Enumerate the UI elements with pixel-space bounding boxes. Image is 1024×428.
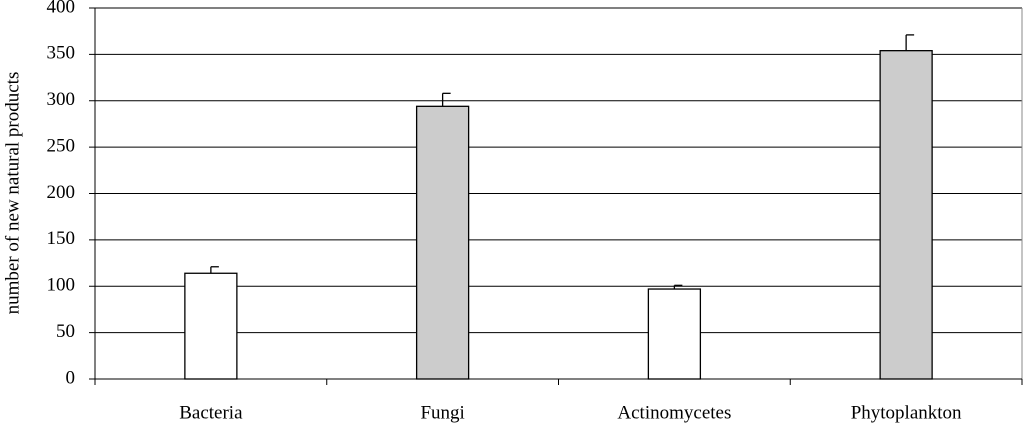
y-tick-label: 400 — [47, 0, 76, 17]
y-tick-label: 0 — [66, 367, 76, 388]
y-tick-label: 100 — [47, 275, 76, 296]
bar — [647, 288, 702, 380]
x-tick-label: Phytoplankton — [851, 402, 962, 423]
y-tick-label: 350 — [47, 43, 76, 64]
bar — [184, 272, 238, 380]
y-tick-label: 250 — [47, 135, 76, 156]
y-tick-label: 200 — [47, 182, 76, 203]
x-tick-label: Actinomycetes — [617, 402, 731, 423]
bar — [879, 50, 933, 380]
y-tick-label: 50 — [56, 321, 75, 342]
y-tick-label: 300 — [47, 89, 76, 110]
y-axis-label: number of new natural products — [2, 72, 23, 315]
bar — [415, 105, 470, 380]
x-tick-label: Bacteria — [179, 402, 243, 423]
y-tick-label: 150 — [47, 228, 76, 249]
x-tick-label: Fungi — [420, 402, 464, 423]
